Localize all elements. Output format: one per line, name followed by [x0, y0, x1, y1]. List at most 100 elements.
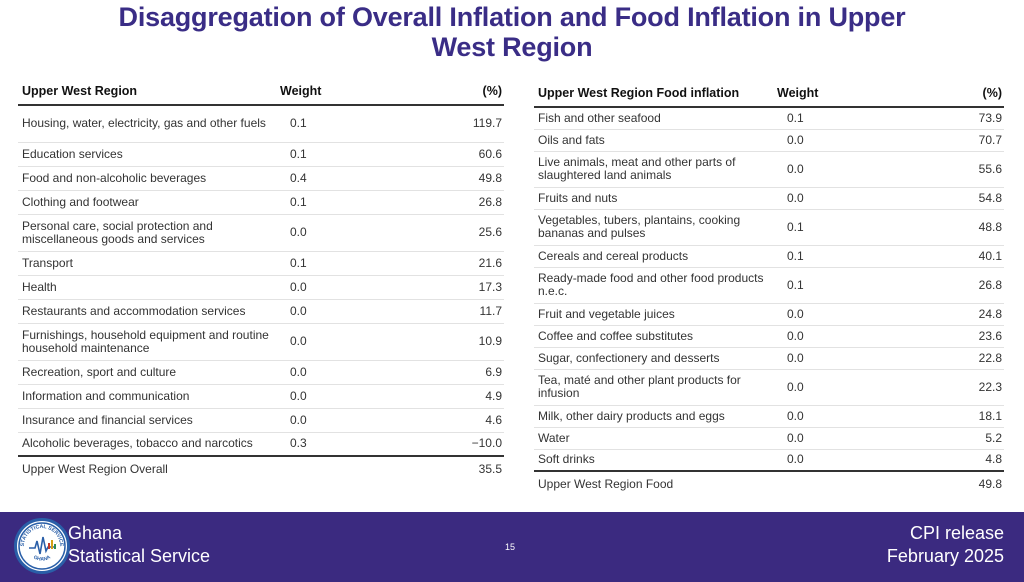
row-category: Vegetables, tubers, plantains, cooking b… [534, 209, 777, 246]
table-row: Housing, water, electricity, gas and oth… [18, 105, 504, 143]
row-weight: 0.0 [280, 408, 400, 433]
row-weight: 0.0 [777, 325, 907, 348]
row-weight: 0.0 [777, 405, 907, 428]
row-percent: 40.1 [907, 245, 1004, 268]
footer-bar: STATISTICAL SERVICE GHANA Ghana Statisti… [0, 512, 1024, 582]
row-category: Transport [18, 251, 280, 276]
org-name-line-2: Statistical Service [68, 546, 211, 566]
page-number: 15 [505, 542, 516, 552]
table-row: Live animals, meat and other parts of sl… [534, 151, 1004, 188]
row-category: Water [534, 427, 777, 450]
table-header-row: Upper West Region Food inflation Weight … [534, 79, 1004, 108]
column-header-weight: Weight [777, 79, 907, 108]
row-category: Sugar, confectionery and desserts [534, 347, 777, 370]
row-weight: 0.1 [280, 190, 400, 215]
page-title: Disaggregation of Overall Inflation and … [0, 2, 1024, 62]
row-category: Insurance and financial services [18, 408, 280, 433]
row-weight: 0.1 [280, 142, 400, 167]
row-weight: 0.0 [280, 384, 400, 409]
row-category: Recreation, sport and culture [18, 360, 280, 385]
row-category: Oils and fats [534, 129, 777, 152]
row-weight: 0.1 [280, 105, 400, 143]
row-weight: 0.1 [777, 245, 907, 268]
title-line-2: West Region [431, 32, 593, 62]
total-weight [777, 470, 907, 496]
table-row: Fish and other seafood 0.1 73.9 [534, 107, 1004, 130]
column-header-percent: (%) [907, 79, 1004, 108]
row-category: Milk, other dairy products and eggs [534, 405, 777, 428]
total-category: Upper West Region Overall [18, 455, 280, 482]
row-category: Food and non-alcoholic beverages [18, 166, 280, 191]
row-category: Coffee and coffee substitutes [534, 325, 777, 348]
table-row: Alcoholic beverages, tobacco and narcoti… [18, 432, 504, 457]
row-category: Restaurants and accommodation services [18, 299, 280, 324]
row-category: Education services [18, 142, 280, 167]
table-row: Sugar, confectionery and desserts 0.0 22… [534, 347, 1004, 370]
row-category: Personal care, social protection and mis… [18, 214, 280, 252]
row-category: Ready-made food and other food products … [534, 267, 777, 304]
row-category: Fruit and vegetable juices [534, 303, 777, 326]
row-category: Cereals and cereal products [534, 245, 777, 268]
food-inflation-table: Upper West Region Food inflation Weight … [534, 79, 1004, 496]
row-weight: 0.1 [777, 267, 907, 304]
row-category: Soft drinks [534, 449, 777, 472]
row-category: Information and communication [18, 384, 280, 409]
row-category: Health [18, 275, 280, 300]
logo-emblem-icon: STATISTICAL SERVICE GHANA [18, 522, 66, 570]
table-row: Clothing and footwear 0.1 26.8 [18, 190, 504, 215]
row-weight: 0.0 [777, 129, 907, 152]
row-weight: 0.3 [280, 432, 400, 457]
row-percent: 11.7 [400, 299, 504, 324]
total-weight [280, 455, 400, 482]
overall-inflation-table: Upper West Region Weight (%) Housing, wa… [18, 77, 504, 482]
row-weight: 0.0 [777, 151, 907, 188]
column-header-weight: Weight [280, 77, 400, 106]
row-weight: 0.0 [280, 275, 400, 300]
organization-name: Ghana Statistical Service [68, 522, 210, 568]
svg-text:GHANA: GHANA [32, 554, 52, 562]
row-percent: 54.8 [907, 187, 1004, 210]
row-category: Tea, maté and other plant products for i… [534, 369, 777, 406]
row-weight: 0.0 [280, 323, 400, 361]
table-row: Personal care, social protection and mis… [18, 214, 504, 252]
table-row: Cereals and cereal products 0.1 40.1 [534, 245, 1004, 268]
row-percent: 4.8 [907, 449, 1004, 472]
title-line-1: Disaggregation of Overall Inflation and … [118, 2, 906, 32]
row-percent: 25.6 [400, 214, 504, 252]
release-date: February 2025 [886, 546, 1004, 566]
row-percent: 10.9 [400, 323, 504, 361]
column-header-category: Upper West Region Food inflation [534, 79, 777, 108]
table-row: Tea, maté and other plant products for i… [534, 369, 1004, 406]
table-total-row: Upper West Region Overall 35.5 [18, 455, 504, 482]
row-weight: 0.0 [777, 347, 907, 370]
row-percent: 48.8 [907, 209, 1004, 246]
row-percent: 4.9 [400, 384, 504, 409]
row-percent: 26.8 [400, 190, 504, 215]
total-percent: 35.5 [400, 455, 504, 482]
table-row: Fruits and nuts 0.0 54.8 [534, 187, 1004, 210]
table-row: Information and communication 0.0 4.9 [18, 384, 504, 409]
table-row: Soft drinks 0.0 4.8 [534, 449, 1004, 472]
table-row: Oils and fats 0.0 70.7 [534, 129, 1004, 152]
row-percent: 22.8 [907, 347, 1004, 370]
row-percent: 70.7 [907, 129, 1004, 152]
total-category: Upper West Region Food [534, 470, 777, 496]
table-row: Fruit and vegetable juices 0.0 24.8 [534, 303, 1004, 326]
table-row: Milk, other dairy products and eggs 0.0 … [534, 405, 1004, 428]
row-weight: 0.0 [280, 360, 400, 385]
column-header-percent: (%) [400, 77, 504, 106]
ghana-statistical-service-logo: STATISTICAL SERVICE GHANA [14, 518, 70, 574]
row-percent: 60.6 [400, 142, 504, 167]
row-weight: 0.0 [280, 214, 400, 252]
row-weight: 0.0 [280, 299, 400, 324]
table-row: Coffee and coffee substitutes 0.0 23.6 [534, 325, 1004, 348]
row-percent: 49.8 [400, 166, 504, 191]
row-percent: 24.8 [907, 303, 1004, 326]
table-row: Education services 0.1 60.6 [18, 142, 504, 167]
row-weight: 0.0 [777, 449, 907, 472]
table-header-row: Upper West Region Weight (%) [18, 77, 504, 106]
table-row: Vegetables, tubers, plantains, cooking b… [534, 209, 1004, 246]
column-header-category: Upper West Region [18, 77, 280, 106]
row-weight: 0.4 [280, 166, 400, 191]
table-row: Recreation, sport and culture 0.0 6.9 [18, 360, 504, 385]
